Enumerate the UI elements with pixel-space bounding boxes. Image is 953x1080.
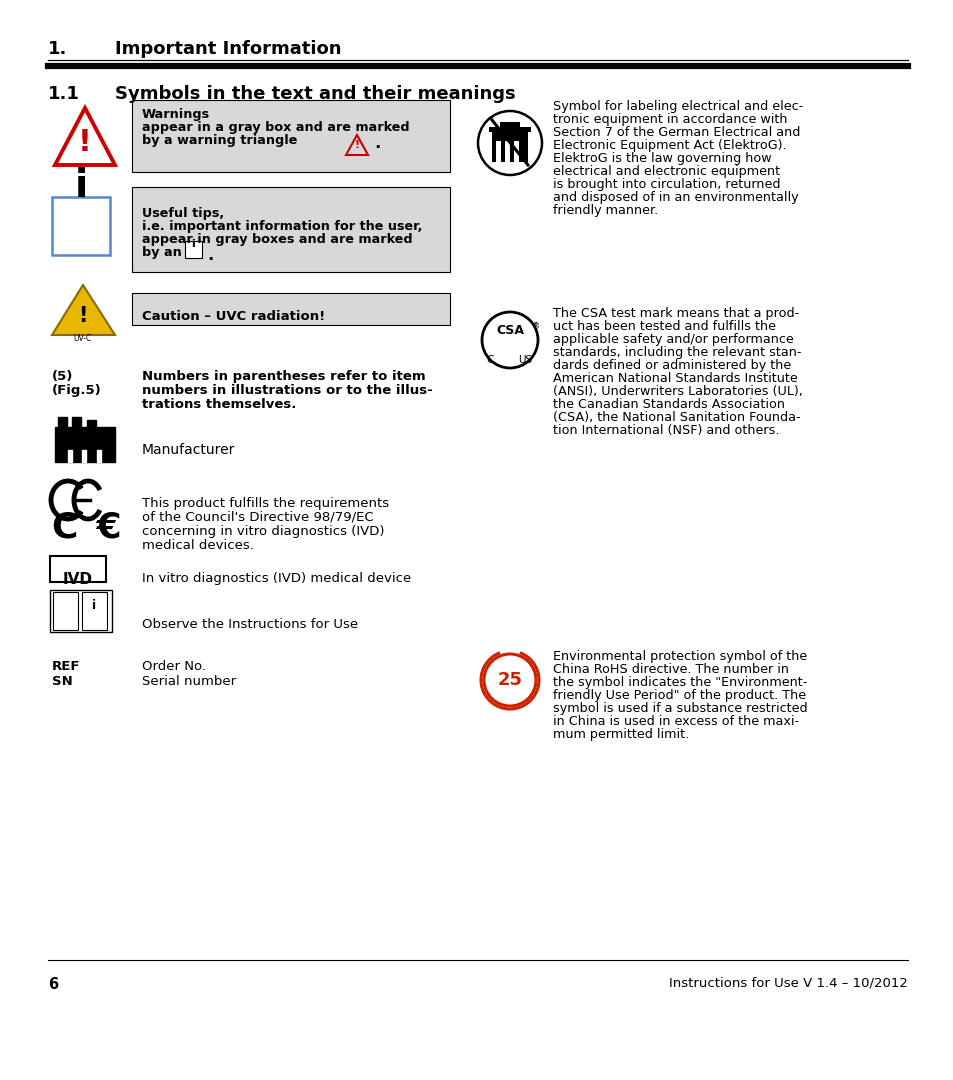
Text: of the Council's Directive 98/79/EC: of the Council's Directive 98/79/EC bbox=[142, 511, 374, 524]
FancyBboxPatch shape bbox=[50, 556, 106, 582]
Text: is brought into circulation, returned: is brought into circulation, returned bbox=[553, 178, 780, 191]
FancyBboxPatch shape bbox=[132, 293, 450, 325]
Text: US: US bbox=[517, 355, 532, 365]
Text: concerning in vitro diagnostics (IVD): concerning in vitro diagnostics (IVD) bbox=[142, 525, 384, 538]
Text: uct has been tested and fulfills the: uct has been tested and fulfills the bbox=[553, 320, 775, 333]
Text: Environmental protection symbol of the: Environmental protection symbol of the bbox=[553, 650, 806, 663]
Bar bbox=[514, 141, 518, 165]
Text: appear in a gray box and are marked: appear in a gray box and are marked bbox=[142, 121, 409, 134]
Text: Manufacturer: Manufacturer bbox=[142, 443, 235, 457]
Text: .: . bbox=[207, 246, 213, 264]
Bar bbox=[489, 127, 531, 132]
Text: 1.1: 1.1 bbox=[48, 85, 80, 103]
Bar bbox=[492, 132, 527, 162]
Bar bbox=[53, 592, 78, 630]
Text: standards, including the relevant stan-: standards, including the relevant stan- bbox=[553, 346, 801, 359]
Text: Symbols in the text and their meanings: Symbols in the text and their meanings bbox=[115, 85, 515, 103]
Text: Useful tips,: Useful tips, bbox=[142, 207, 224, 220]
Text: The CSA test mark means that a prod-: The CSA test mark means that a prod- bbox=[553, 307, 799, 320]
Text: In vitro diagnostics (IVD) medical device: In vitro diagnostics (IVD) medical devic… bbox=[142, 572, 411, 585]
Text: and disposed of in an environmentally: and disposed of in an environmentally bbox=[553, 191, 798, 204]
Text: SN: SN bbox=[52, 675, 72, 688]
Text: 6: 6 bbox=[48, 977, 58, 993]
Text: i.e. important information for the user,: i.e. important information for the user, bbox=[142, 220, 422, 233]
Text: !: ! bbox=[355, 140, 359, 150]
Text: appear in gray boxes and are marked: appear in gray boxes and are marked bbox=[142, 233, 413, 246]
Text: C €: C € bbox=[52, 510, 121, 544]
Text: UV-C: UV-C bbox=[73, 334, 92, 343]
Text: Observe the Instructions for Use: Observe the Instructions for Use bbox=[142, 618, 357, 631]
Text: dards defined or administered by the: dards defined or administered by the bbox=[553, 359, 790, 372]
Text: Section 7 of the German Electrical and: Section 7 of the German Electrical and bbox=[553, 126, 800, 139]
Text: numbers in illustrations or to the illus-: numbers in illustrations or to the illus… bbox=[142, 384, 433, 397]
Text: applicable safety and/or performance: applicable safety and/or performance bbox=[553, 333, 793, 346]
Text: i: i bbox=[91, 599, 96, 612]
Text: ElektroG is the law governing how: ElektroG is the law governing how bbox=[553, 152, 771, 165]
Bar bbox=[58, 417, 67, 437]
Text: mum permitted limit.: mum permitted limit. bbox=[553, 728, 688, 741]
Text: Electronic Equipment Act (ElektroG).: Electronic Equipment Act (ElektroG). bbox=[553, 139, 786, 152]
Text: the symbol indicates the "Environment-: the symbol indicates the "Environment- bbox=[553, 676, 806, 689]
FancyBboxPatch shape bbox=[50, 590, 112, 632]
FancyBboxPatch shape bbox=[132, 100, 450, 172]
Text: electrical and electronic equipment: electrical and electronic equipment bbox=[553, 165, 780, 178]
Text: Numbers in parentheses refer to item: Numbers in parentheses refer to item bbox=[142, 370, 425, 383]
Text: !: ! bbox=[78, 306, 88, 326]
Text: (CSA), the National Sanitation Founda-: (CSA), the National Sanitation Founda- bbox=[553, 411, 800, 424]
Text: (Fig.5): (Fig.5) bbox=[52, 384, 102, 397]
Text: tronic equipment in accordance with: tronic equipment in accordance with bbox=[553, 113, 786, 126]
Text: !: ! bbox=[78, 129, 91, 157]
Text: This product fulfills the requirements: This product fulfills the requirements bbox=[142, 497, 389, 510]
Text: China RoHS directive. The number in: China RoHS directive. The number in bbox=[553, 663, 788, 676]
Text: by an: by an bbox=[142, 246, 182, 259]
Text: Caution – UVC radiation!: Caution – UVC radiation! bbox=[142, 310, 325, 323]
Text: REF: REF bbox=[52, 660, 80, 673]
Bar bbox=[71, 417, 81, 432]
Text: ®: ® bbox=[532, 322, 539, 330]
Bar bbox=[87, 420, 96, 437]
Text: (ANSI), Underwriters Laboratories (UL),: (ANSI), Underwriters Laboratories (UL), bbox=[553, 384, 802, 399]
Text: Important Information: Important Information bbox=[115, 40, 341, 58]
Text: medical devices.: medical devices. bbox=[142, 539, 253, 552]
Text: by a warning triangle: by a warning triangle bbox=[142, 134, 297, 147]
Text: CSA: CSA bbox=[496, 324, 523, 337]
Text: i: i bbox=[191, 239, 194, 249]
FancyBboxPatch shape bbox=[52, 197, 110, 255]
Text: in China is used in excess of the maxi-: in China is used in excess of the maxi- bbox=[553, 715, 799, 728]
Bar bbox=[97, 450, 101, 462]
Polygon shape bbox=[52, 285, 115, 335]
Text: Instructions for Use V 1.4 – 10/2012: Instructions for Use V 1.4 – 10/2012 bbox=[668, 977, 907, 990]
Text: Warnings: Warnings bbox=[142, 108, 210, 121]
Text: Symbol for labeling electrical and elec-: Symbol for labeling electrical and elec- bbox=[553, 100, 802, 113]
Bar bbox=[82, 592, 107, 630]
Text: trations themselves.: trations themselves. bbox=[142, 399, 296, 411]
Text: 25: 25 bbox=[497, 671, 522, 689]
FancyBboxPatch shape bbox=[132, 187, 450, 272]
Bar bbox=[496, 141, 500, 165]
Text: symbol is used if a substance restricted: symbol is used if a substance restricted bbox=[553, 702, 807, 715]
Text: American National Standards Institute: American National Standards Institute bbox=[553, 372, 797, 384]
Text: (5): (5) bbox=[52, 370, 73, 383]
Bar bbox=[68, 450, 71, 462]
Bar bbox=[82, 450, 86, 462]
Text: Order No.: Order No. bbox=[142, 660, 206, 673]
FancyBboxPatch shape bbox=[185, 241, 202, 258]
Text: friendly Use Period" of the product. The: friendly Use Period" of the product. The bbox=[553, 689, 805, 702]
Text: 1.: 1. bbox=[48, 40, 68, 58]
Text: friendly manner.: friendly manner. bbox=[553, 204, 658, 217]
Text: .: . bbox=[374, 134, 380, 152]
Bar bbox=[55, 427, 115, 462]
Text: C: C bbox=[486, 355, 493, 365]
Bar bbox=[504, 141, 510, 165]
Text: i: i bbox=[74, 167, 88, 205]
Text: Serial number: Serial number bbox=[142, 675, 236, 688]
Text: IVD: IVD bbox=[63, 572, 92, 588]
Text: tion International (NSF) and others.: tion International (NSF) and others. bbox=[553, 424, 779, 437]
Text: the Canadian Standards Association: the Canadian Standards Association bbox=[553, 399, 784, 411]
Bar bbox=[499, 122, 519, 127]
